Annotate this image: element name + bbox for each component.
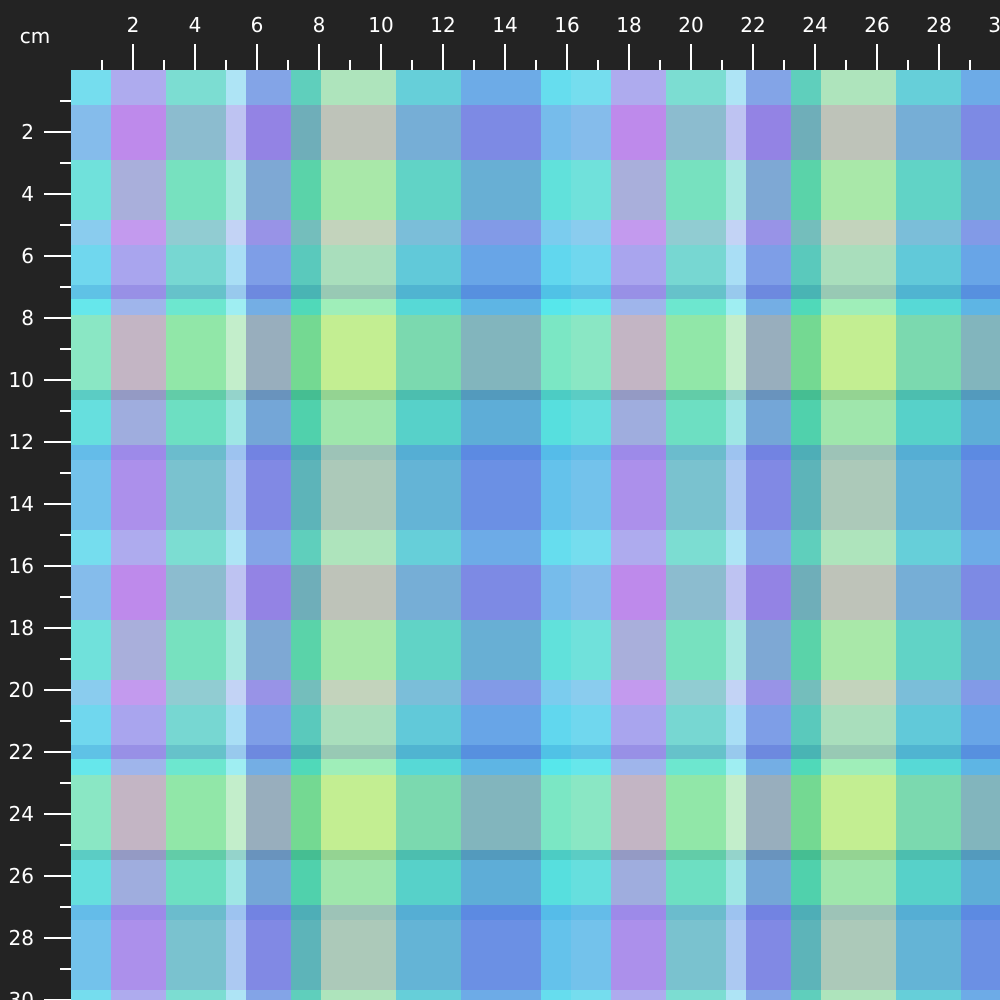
left-ruler-label: 26 <box>9 864 34 888</box>
left-ruler-label: 30 <box>9 988 34 1000</box>
top-ruler-label: 30 <box>988 13 1000 37</box>
top-ruler-label: 10 <box>368 13 393 37</box>
top-ruler-label: 28 <box>926 13 951 37</box>
top-ruler-label: 6 <box>251 13 264 37</box>
ruler-ticks: 2468101214161820222426283024681012141618… <box>9 13 1000 1000</box>
left-ruler-label: 8 <box>21 306 34 330</box>
left-ruler-label: 28 <box>9 926 34 950</box>
left-ruler-label: 2 <box>21 120 34 144</box>
top-ruler-label: 16 <box>554 13 579 37</box>
left-ruler-label: 16 <box>9 554 34 578</box>
left-ruler-label: 22 <box>9 740 34 764</box>
top-ruler-label: 14 <box>492 13 517 37</box>
left-ruler-label: 12 <box>9 430 34 454</box>
unit-label: cm <box>20 24 50 48</box>
top-ruler-label: 18 <box>616 13 641 37</box>
top-ruler <box>0 0 1000 70</box>
top-ruler-label: 22 <box>740 13 765 37</box>
left-ruler <box>0 0 71 1000</box>
top-ruler-label: 26 <box>864 13 889 37</box>
top-ruler-label: 20 <box>678 13 703 37</box>
top-ruler-label: 4 <box>189 13 202 37</box>
fabric-print <box>71 70 1000 1000</box>
top-ruler-label: 24 <box>802 13 827 37</box>
top-ruler-label: 8 <box>313 13 326 37</box>
left-ruler-label: 18 <box>9 616 34 640</box>
left-ruler-label: 6 <box>21 244 34 268</box>
left-ruler-label: 20 <box>9 678 34 702</box>
left-ruler-label: 10 <box>9 368 34 392</box>
left-ruler-label: 4 <box>21 182 34 206</box>
top-ruler-label: 12 <box>430 13 455 37</box>
left-ruler-label: 14 <box>9 492 34 516</box>
left-ruler-label: 24 <box>9 802 34 826</box>
top-ruler-label: 2 <box>127 13 140 37</box>
